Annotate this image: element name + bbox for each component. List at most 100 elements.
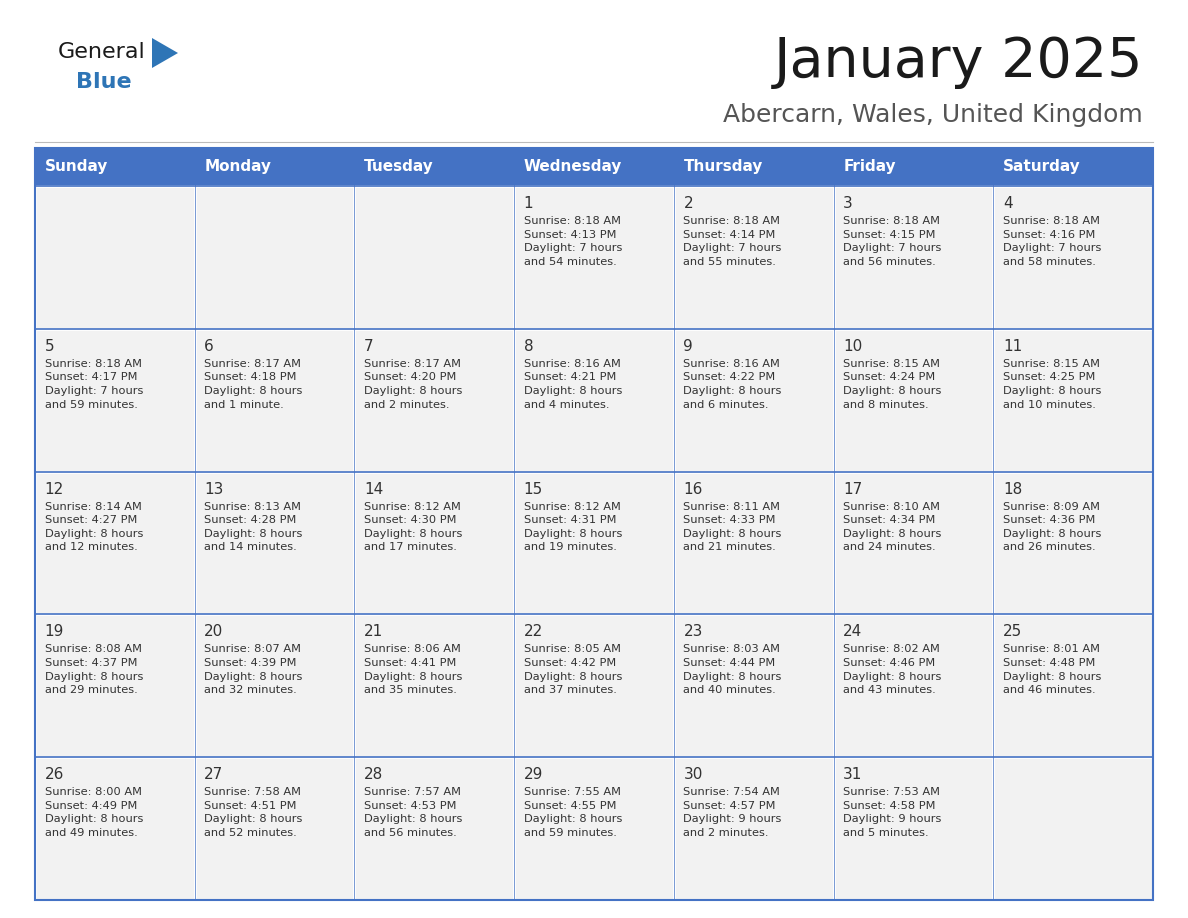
Text: Sunrise: 8:18 AM
Sunset: 4:15 PM
Daylight: 7 hours
and 56 minutes.: Sunrise: 8:18 AM Sunset: 4:15 PM Dayligh… bbox=[843, 216, 942, 267]
Bar bbox=[34, 186, 195, 329]
Bar bbox=[34, 614, 195, 757]
Text: 19: 19 bbox=[45, 624, 64, 640]
Bar bbox=[834, 329, 993, 472]
Text: Sunrise: 8:17 AM
Sunset: 4:18 PM
Daylight: 8 hours
and 1 minute.: Sunrise: 8:17 AM Sunset: 4:18 PM Dayligh… bbox=[204, 359, 303, 409]
Text: Sunrise: 7:53 AM
Sunset: 4:58 PM
Daylight: 9 hours
and 5 minutes.: Sunrise: 7:53 AM Sunset: 4:58 PM Dayligh… bbox=[843, 788, 942, 838]
Text: 10: 10 bbox=[843, 339, 862, 353]
Text: 14: 14 bbox=[364, 482, 384, 497]
Bar bbox=[195, 614, 354, 757]
Text: Sunrise: 8:15 AM
Sunset: 4:24 PM
Daylight: 8 hours
and 8 minutes.: Sunrise: 8:15 AM Sunset: 4:24 PM Dayligh… bbox=[843, 359, 942, 409]
Text: 7: 7 bbox=[364, 339, 374, 353]
Text: Sunrise: 8:05 AM
Sunset: 4:42 PM
Daylight: 8 hours
and 37 minutes.: Sunrise: 8:05 AM Sunset: 4:42 PM Dayligh… bbox=[524, 644, 623, 695]
Bar bbox=[354, 472, 514, 614]
Text: 26: 26 bbox=[45, 767, 64, 782]
Text: 8: 8 bbox=[524, 339, 533, 353]
Text: January 2025: January 2025 bbox=[773, 35, 1143, 89]
Text: Sunrise: 8:16 AM
Sunset: 4:22 PM
Daylight: 8 hours
and 6 minutes.: Sunrise: 8:16 AM Sunset: 4:22 PM Dayligh… bbox=[683, 359, 782, 409]
Text: Sunrise: 8:13 AM
Sunset: 4:28 PM
Daylight: 8 hours
and 14 minutes.: Sunrise: 8:13 AM Sunset: 4:28 PM Dayligh… bbox=[204, 501, 303, 553]
Text: Sunrise: 8:18 AM
Sunset: 4:17 PM
Daylight: 7 hours
and 59 minutes.: Sunrise: 8:18 AM Sunset: 4:17 PM Dayligh… bbox=[45, 359, 143, 409]
Bar bbox=[993, 757, 1154, 900]
Text: Sunrise: 7:54 AM
Sunset: 4:57 PM
Daylight: 9 hours
and 2 minutes.: Sunrise: 7:54 AM Sunset: 4:57 PM Dayligh… bbox=[683, 788, 782, 838]
Text: Sunrise: 7:57 AM
Sunset: 4:53 PM
Daylight: 8 hours
and 56 minutes.: Sunrise: 7:57 AM Sunset: 4:53 PM Dayligh… bbox=[364, 788, 462, 838]
Text: Sunrise: 8:18 AM
Sunset: 4:14 PM
Daylight: 7 hours
and 55 minutes.: Sunrise: 8:18 AM Sunset: 4:14 PM Dayligh… bbox=[683, 216, 782, 267]
Bar bbox=[834, 614, 993, 757]
Text: Sunrise: 8:18 AM
Sunset: 4:13 PM
Daylight: 7 hours
and 54 minutes.: Sunrise: 8:18 AM Sunset: 4:13 PM Dayligh… bbox=[524, 216, 623, 267]
Bar bbox=[514, 148, 674, 186]
Text: Sunrise: 8:06 AM
Sunset: 4:41 PM
Daylight: 8 hours
and 35 minutes.: Sunrise: 8:06 AM Sunset: 4:41 PM Dayligh… bbox=[364, 644, 462, 695]
Bar bbox=[993, 329, 1154, 472]
Bar bbox=[674, 148, 834, 186]
Text: 28: 28 bbox=[364, 767, 384, 782]
Bar bbox=[674, 329, 834, 472]
Bar bbox=[354, 148, 514, 186]
Bar bbox=[34, 472, 195, 614]
Text: 21: 21 bbox=[364, 624, 384, 640]
Bar bbox=[514, 614, 674, 757]
Text: Sunday: Sunday bbox=[45, 160, 108, 174]
Text: Sunrise: 8:17 AM
Sunset: 4:20 PM
Daylight: 8 hours
and 2 minutes.: Sunrise: 8:17 AM Sunset: 4:20 PM Dayligh… bbox=[364, 359, 462, 409]
Text: Sunrise: 8:12 AM
Sunset: 4:31 PM
Daylight: 8 hours
and 19 minutes.: Sunrise: 8:12 AM Sunset: 4:31 PM Dayligh… bbox=[524, 501, 623, 553]
Polygon shape bbox=[152, 38, 178, 68]
Bar bbox=[674, 472, 834, 614]
Text: Sunrise: 8:16 AM
Sunset: 4:21 PM
Daylight: 8 hours
and 4 minutes.: Sunrise: 8:16 AM Sunset: 4:21 PM Dayligh… bbox=[524, 359, 623, 409]
Text: Sunrise: 8:09 AM
Sunset: 4:36 PM
Daylight: 8 hours
and 26 minutes.: Sunrise: 8:09 AM Sunset: 4:36 PM Dayligh… bbox=[1003, 501, 1101, 553]
Text: 24: 24 bbox=[843, 624, 862, 640]
Text: Friday: Friday bbox=[843, 160, 896, 174]
Text: 6: 6 bbox=[204, 339, 214, 353]
Text: 22: 22 bbox=[524, 624, 543, 640]
Text: General: General bbox=[58, 42, 146, 62]
Bar bbox=[514, 329, 674, 472]
Text: Sunrise: 8:03 AM
Sunset: 4:44 PM
Daylight: 8 hours
and 40 minutes.: Sunrise: 8:03 AM Sunset: 4:44 PM Dayligh… bbox=[683, 644, 782, 695]
Text: 30: 30 bbox=[683, 767, 703, 782]
Bar bbox=[674, 757, 834, 900]
Text: 11: 11 bbox=[1003, 339, 1022, 353]
Text: 25: 25 bbox=[1003, 624, 1022, 640]
Bar bbox=[34, 757, 195, 900]
Text: Monday: Monday bbox=[204, 160, 271, 174]
Bar bbox=[674, 186, 834, 329]
Bar bbox=[993, 614, 1154, 757]
Text: Wednesday: Wednesday bbox=[524, 160, 623, 174]
Text: Blue: Blue bbox=[76, 72, 132, 92]
Bar bbox=[834, 186, 993, 329]
Bar bbox=[514, 472, 674, 614]
Text: 23: 23 bbox=[683, 624, 703, 640]
Text: 5: 5 bbox=[45, 339, 55, 353]
Bar bbox=[34, 148, 195, 186]
Bar bbox=[993, 472, 1154, 614]
Bar bbox=[195, 329, 354, 472]
Text: 3: 3 bbox=[843, 196, 853, 211]
Text: 18: 18 bbox=[1003, 482, 1022, 497]
Bar bbox=[34, 148, 1154, 900]
Bar bbox=[354, 186, 514, 329]
Text: Saturday: Saturday bbox=[1003, 160, 1081, 174]
Bar bbox=[834, 472, 993, 614]
Text: Thursday: Thursday bbox=[683, 160, 763, 174]
Text: 13: 13 bbox=[204, 482, 223, 497]
Text: Tuesday: Tuesday bbox=[364, 160, 434, 174]
Text: 29: 29 bbox=[524, 767, 543, 782]
Bar bbox=[195, 757, 354, 900]
Text: Sunrise: 8:11 AM
Sunset: 4:33 PM
Daylight: 8 hours
and 21 minutes.: Sunrise: 8:11 AM Sunset: 4:33 PM Dayligh… bbox=[683, 501, 782, 553]
Bar bbox=[514, 757, 674, 900]
Bar bbox=[34, 329, 195, 472]
Text: 31: 31 bbox=[843, 767, 862, 782]
Text: Sunrise: 8:07 AM
Sunset: 4:39 PM
Daylight: 8 hours
and 32 minutes.: Sunrise: 8:07 AM Sunset: 4:39 PM Dayligh… bbox=[204, 644, 303, 695]
Text: Sunrise: 8:15 AM
Sunset: 4:25 PM
Daylight: 8 hours
and 10 minutes.: Sunrise: 8:15 AM Sunset: 4:25 PM Dayligh… bbox=[1003, 359, 1101, 409]
Text: 4: 4 bbox=[1003, 196, 1012, 211]
Text: 27: 27 bbox=[204, 767, 223, 782]
Text: Sunrise: 8:12 AM
Sunset: 4:30 PM
Daylight: 8 hours
and 17 minutes.: Sunrise: 8:12 AM Sunset: 4:30 PM Dayligh… bbox=[364, 501, 462, 553]
Text: Sunrise: 7:55 AM
Sunset: 4:55 PM
Daylight: 8 hours
and 59 minutes.: Sunrise: 7:55 AM Sunset: 4:55 PM Dayligh… bbox=[524, 788, 623, 838]
Text: 17: 17 bbox=[843, 482, 862, 497]
Bar bbox=[993, 186, 1154, 329]
Text: Abercarn, Wales, United Kingdom: Abercarn, Wales, United Kingdom bbox=[723, 103, 1143, 127]
Text: Sunrise: 8:00 AM
Sunset: 4:49 PM
Daylight: 8 hours
and 49 minutes.: Sunrise: 8:00 AM Sunset: 4:49 PM Dayligh… bbox=[45, 788, 143, 838]
Bar bbox=[354, 757, 514, 900]
Bar bbox=[354, 329, 514, 472]
Text: 20: 20 bbox=[204, 624, 223, 640]
Bar bbox=[834, 757, 993, 900]
Bar bbox=[674, 614, 834, 757]
Text: 9: 9 bbox=[683, 339, 693, 353]
Bar bbox=[514, 186, 674, 329]
Text: 1: 1 bbox=[524, 196, 533, 211]
